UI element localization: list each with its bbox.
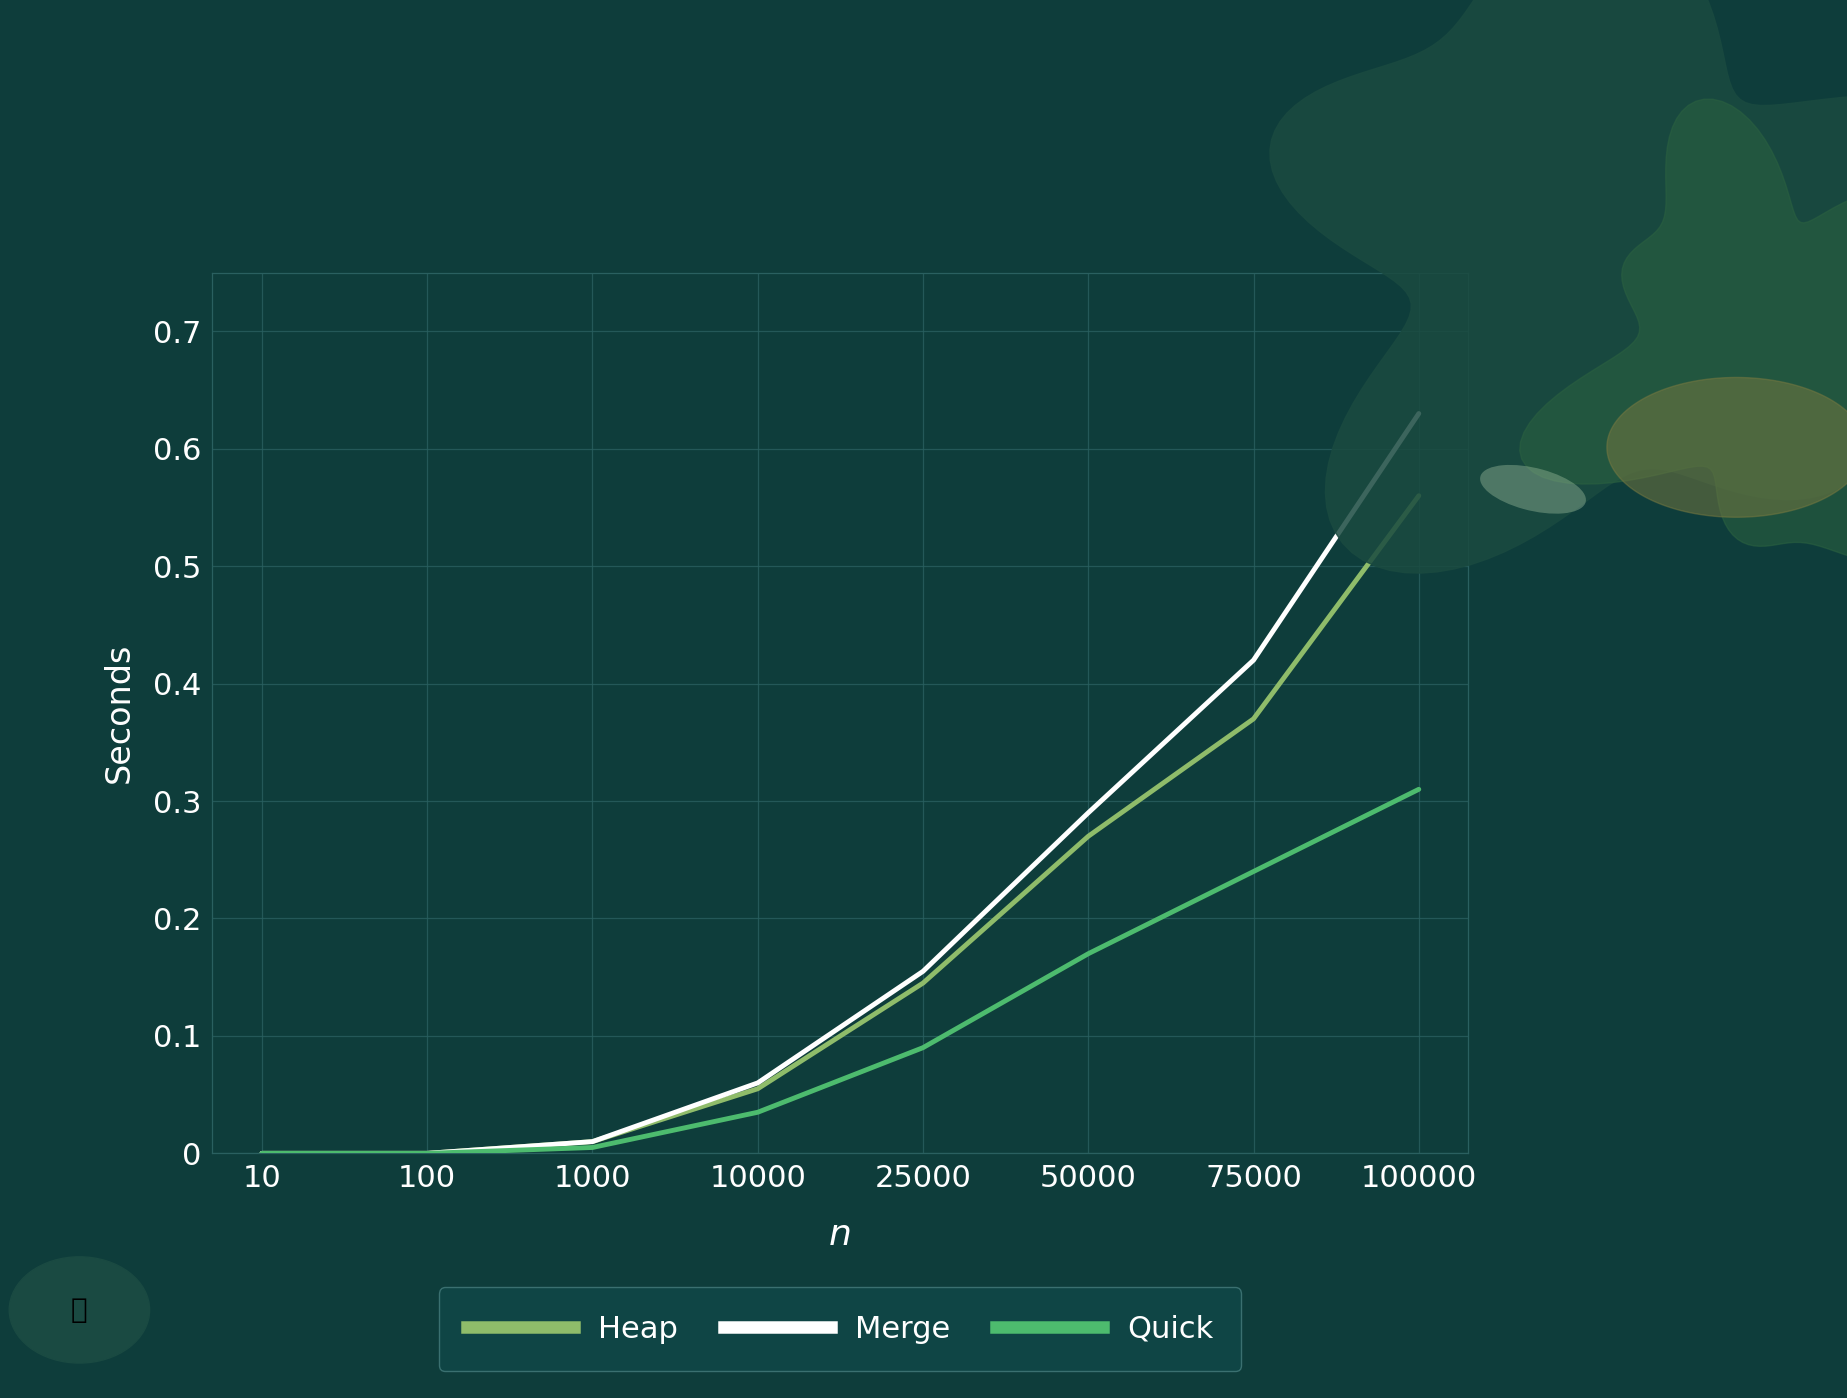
Merge	[251, 1145, 273, 1162]
Merge	[1077, 804, 1099, 821]
Merge	[416, 1145, 438, 1162]
Heap	[1077, 828, 1099, 844]
Merge	[746, 1075, 768, 1092]
Heap	[1407, 488, 1430, 505]
Heap	[582, 1134, 604, 1151]
Polygon shape	[1607, 377, 1847, 517]
Heap	[416, 1145, 438, 1162]
Legend: Heap, Merge, Quick: Heap, Merge, Quick	[440, 1288, 1241, 1371]
Text: 🐻: 🐻	[70, 1296, 89, 1324]
Heap	[1243, 710, 1265, 727]
Line: Heap: Heap	[262, 496, 1418, 1153]
Polygon shape	[1520, 99, 1847, 563]
Quick	[251, 1145, 273, 1162]
Quick	[912, 1039, 935, 1055]
Heap	[912, 974, 935, 991]
Heap	[251, 1145, 273, 1162]
Merge	[1243, 651, 1265, 668]
Ellipse shape	[1479, 466, 1587, 513]
Heap	[746, 1081, 768, 1097]
Quick	[1243, 863, 1265, 879]
Polygon shape	[1271, 0, 1847, 573]
X-axis label: n: n	[829, 1219, 851, 1253]
Quick	[1077, 945, 1099, 962]
Merge	[582, 1134, 604, 1151]
Quick	[582, 1139, 604, 1156]
Merge	[912, 963, 935, 980]
Quick	[746, 1104, 768, 1121]
Merge	[1407, 405, 1430, 422]
Line: Quick: Quick	[262, 790, 1418, 1153]
Quick	[1407, 781, 1430, 798]
Circle shape	[9, 1257, 150, 1363]
Quick	[416, 1145, 438, 1162]
Y-axis label: Seconds: Seconds	[103, 643, 137, 783]
Line: Merge: Merge	[262, 414, 1418, 1153]
